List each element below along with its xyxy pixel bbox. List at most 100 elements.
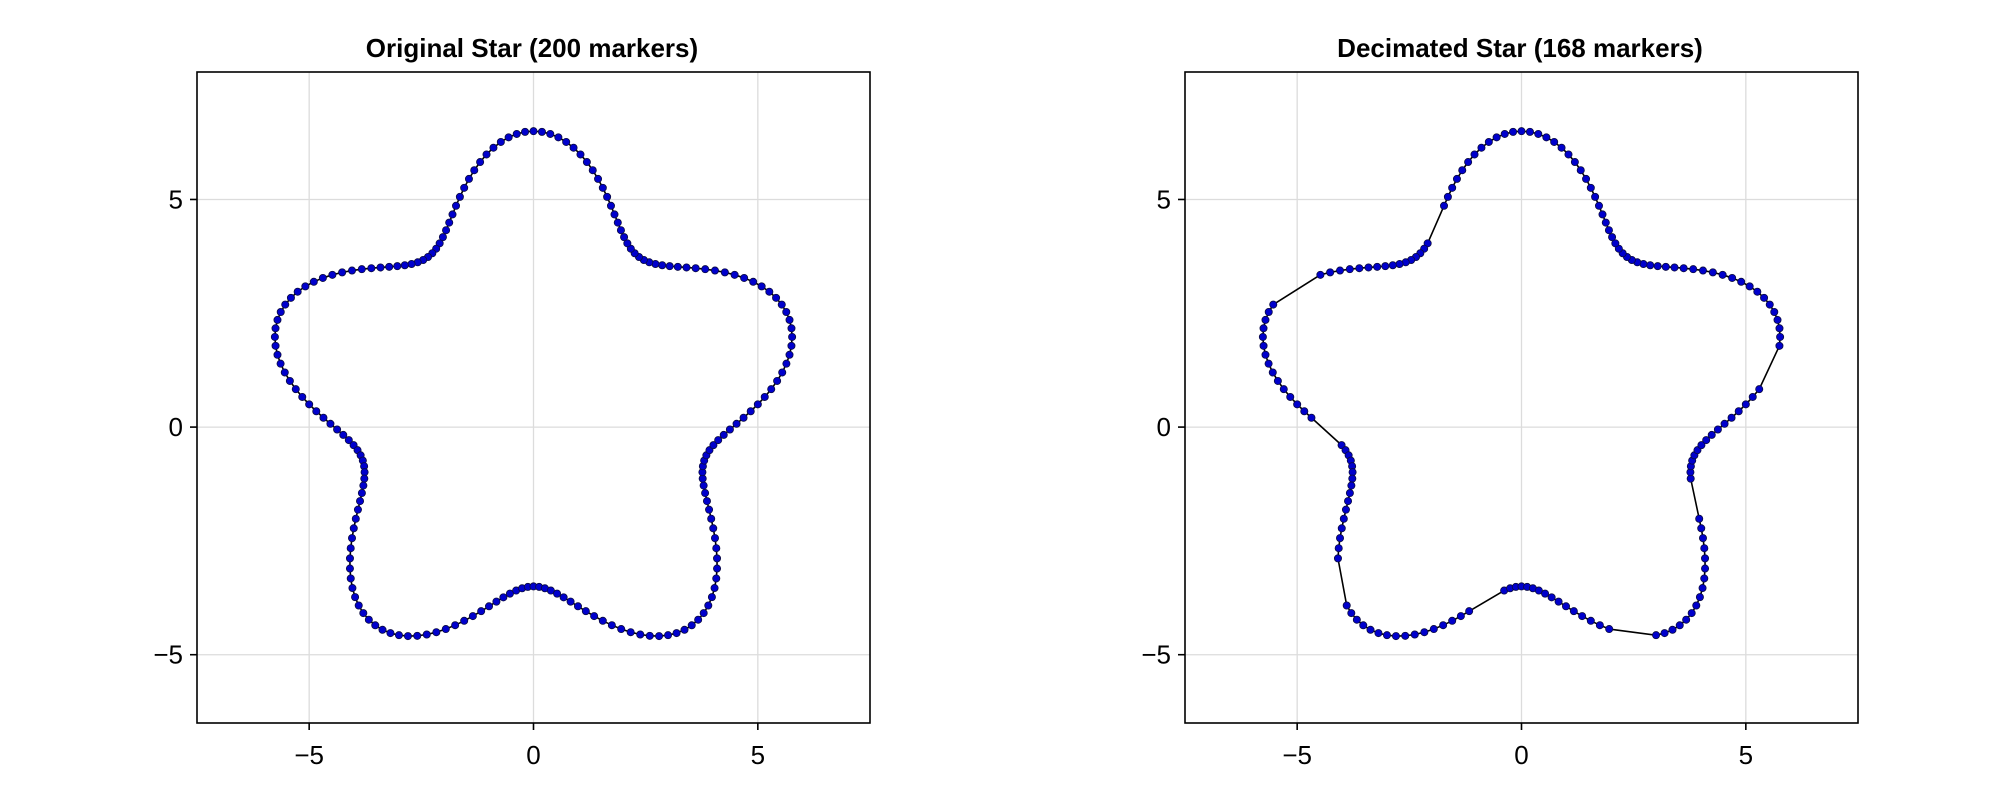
data-marker bbox=[782, 307, 791, 316]
data-marker bbox=[1557, 143, 1566, 152]
data-marker bbox=[512, 129, 521, 138]
data-marker bbox=[1598, 210, 1607, 219]
data-marker bbox=[276, 359, 285, 368]
data-marker bbox=[1578, 612, 1587, 621]
data-marker bbox=[765, 287, 774, 296]
data-marker bbox=[1697, 441, 1706, 450]
data-marker bbox=[504, 133, 513, 142]
data-marker bbox=[691, 264, 700, 273]
data-marker bbox=[460, 183, 469, 192]
data-marker bbox=[318, 273, 327, 282]
data-marker bbox=[1755, 385, 1764, 394]
data-marker bbox=[1448, 183, 1457, 192]
data-marker bbox=[468, 612, 477, 621]
data-marker bbox=[1748, 392, 1757, 401]
data-marker bbox=[1470, 150, 1479, 159]
data-marker bbox=[712, 544, 721, 553]
data-marker bbox=[623, 239, 632, 248]
data-marker bbox=[1708, 268, 1717, 277]
x-tick-label: 0 bbox=[526, 740, 540, 770]
data-marker bbox=[470, 166, 479, 175]
data-marker bbox=[1547, 593, 1556, 602]
data-marker bbox=[319, 413, 328, 422]
data-marker bbox=[1550, 137, 1559, 146]
data-marker bbox=[1564, 150, 1573, 159]
data-marker bbox=[351, 514, 360, 523]
data-marker bbox=[1525, 127, 1534, 136]
data-marker bbox=[785, 315, 794, 324]
data-marker bbox=[1355, 264, 1364, 273]
y-tick-label: −5 bbox=[1141, 640, 1171, 670]
data-marker bbox=[1373, 262, 1382, 271]
data-marker bbox=[788, 332, 797, 341]
data-marker bbox=[1334, 544, 1343, 553]
data-marker bbox=[521, 127, 530, 136]
data-marker bbox=[645, 631, 654, 640]
markers-decimated bbox=[1258, 127, 1785, 641]
data-marker bbox=[273, 350, 282, 359]
data-marker bbox=[1595, 621, 1604, 630]
data-marker bbox=[1366, 625, 1375, 634]
data-marker bbox=[710, 534, 719, 543]
data-marker bbox=[1344, 497, 1353, 506]
data-marker bbox=[280, 368, 289, 377]
data-marker bbox=[720, 268, 729, 277]
data-marker bbox=[1776, 332, 1785, 341]
data-marker bbox=[753, 400, 762, 409]
data-marker bbox=[1582, 174, 1591, 183]
data-marker bbox=[1336, 534, 1345, 543]
data-marker bbox=[787, 324, 796, 333]
data-marker bbox=[394, 631, 403, 640]
data-marker bbox=[1261, 350, 1270, 359]
data-marker bbox=[655, 632, 664, 641]
data-marker bbox=[1347, 481, 1356, 490]
data-marker bbox=[1410, 630, 1419, 639]
data-marker bbox=[1741, 400, 1750, 409]
data-marker bbox=[562, 137, 571, 146]
data-marker bbox=[360, 474, 369, 483]
data-marker bbox=[1605, 625, 1614, 634]
title-decimated: Decimated Star (168 markers) bbox=[1337, 33, 1703, 63]
data-marker bbox=[1698, 266, 1707, 275]
data-marker bbox=[1458, 166, 1467, 175]
data-marker bbox=[1395, 260, 1404, 269]
data-marker bbox=[359, 481, 368, 490]
data-marker bbox=[349, 524, 358, 533]
markers-original bbox=[270, 127, 797, 641]
data-marker bbox=[778, 368, 787, 377]
data-marker bbox=[1268, 368, 1277, 377]
data-marker bbox=[569, 143, 578, 152]
data-marker bbox=[746, 407, 755, 416]
data-marker bbox=[1477, 143, 1486, 152]
data-marker bbox=[1745, 282, 1754, 291]
data-marker bbox=[339, 430, 348, 439]
data-marker bbox=[1695, 593, 1704, 602]
data-marker bbox=[1700, 544, 1709, 553]
data-marker bbox=[354, 601, 363, 610]
data-marker bbox=[739, 413, 748, 422]
data-marker bbox=[714, 436, 723, 445]
data-marker bbox=[617, 625, 626, 634]
data-marker bbox=[1542, 133, 1551, 142]
ticks-original: −5 0 5 −5 0 5 bbox=[153, 184, 765, 770]
data-marker bbox=[407, 260, 416, 269]
data-marker bbox=[403, 632, 412, 641]
title-original: Original Star (200 markers) bbox=[366, 33, 698, 63]
data-marker bbox=[704, 601, 713, 610]
data-marker bbox=[1443, 192, 1452, 201]
data-marker bbox=[476, 158, 485, 167]
data-marker bbox=[1359, 621, 1368, 630]
data-marker bbox=[356, 497, 365, 506]
data-marker bbox=[582, 158, 591, 167]
data-marker bbox=[445, 218, 454, 227]
data-marker bbox=[1509, 127, 1518, 136]
data-marker bbox=[610, 210, 619, 219]
data-marker bbox=[482, 150, 491, 159]
x-tick-label: −5 bbox=[1282, 740, 1312, 770]
data-marker bbox=[1492, 133, 1501, 142]
data-marker bbox=[348, 584, 357, 593]
data-marker bbox=[537, 127, 546, 136]
data-marker bbox=[1352, 615, 1361, 624]
data-marker bbox=[1452, 174, 1461, 183]
